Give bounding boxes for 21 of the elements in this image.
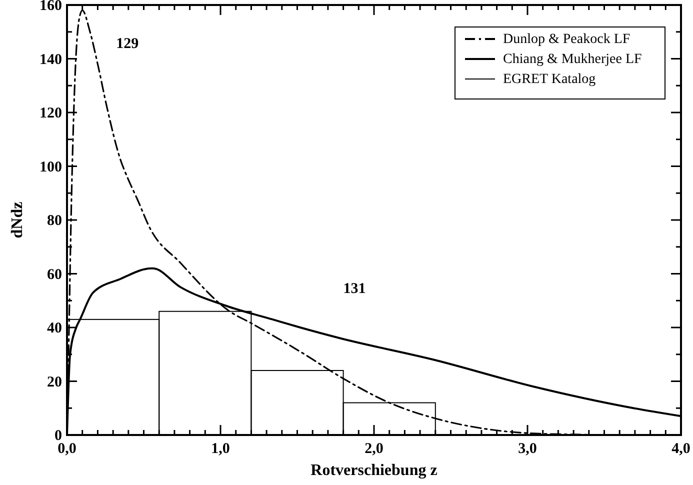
- y-tick-label: 140: [40, 52, 62, 68]
- y-tick-label: 160: [40, 0, 62, 14]
- x-axis-title: Rotverschiebung z: [310, 462, 438, 479]
- legend-label: EGRET Katalog: [503, 72, 596, 87]
- y-tick-label: 60: [47, 266, 62, 283]
- x-tick-label: 3,0: [518, 441, 537, 457]
- x-tick-label: 1,0: [211, 441, 230, 457]
- legend-label: Dunlop & Peakock LF: [503, 32, 630, 47]
- annotation: 129: [116, 36, 139, 52]
- y-axis-title: dNdz: [9, 202, 26, 238]
- y-tick-label: 40: [47, 320, 62, 336]
- y-tick-label: 20: [47, 374, 62, 390]
- annotation: 131: [343, 281, 366, 298]
- y-tick-label: 0: [54, 428, 62, 444]
- y-tick-label: 100: [40, 159, 62, 176]
- legend-label: Chiang & Mukherjee LF: [503, 52, 642, 67]
- y-tick-label: 80: [47, 213, 62, 229]
- y-tick-label: 120: [40, 106, 62, 122]
- x-tick-label: 2,0: [364, 441, 384, 457]
- x-tick-label: 0,0: [58, 441, 76, 457]
- x-tick-label: 4,0: [672, 441, 690, 457]
